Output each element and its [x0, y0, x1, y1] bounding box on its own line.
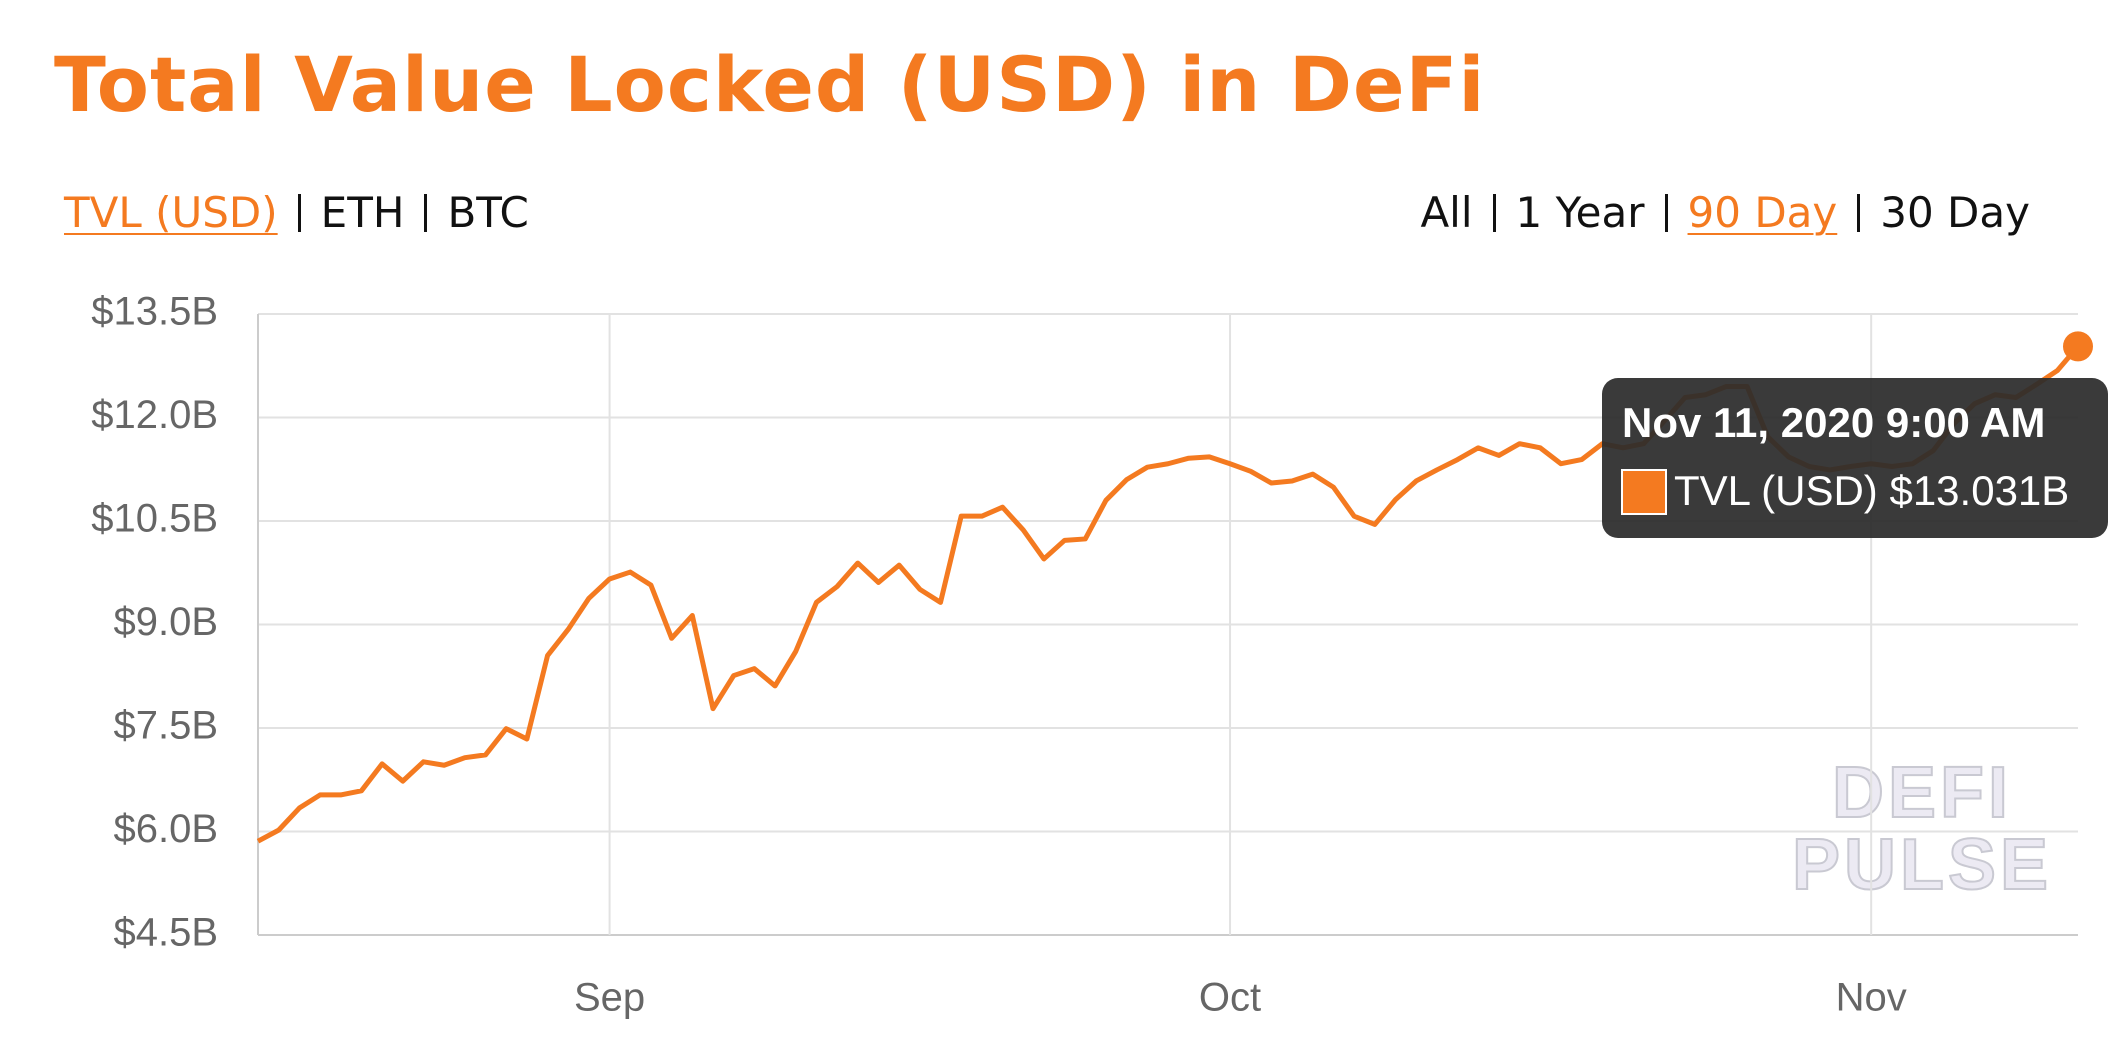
unit-tab[interactable]: ETH [320, 188, 405, 237]
range-tabs: All 1 Year 90 Day 30 Day [1420, 188, 2030, 237]
y-tick-label: $6.0B [113, 807, 218, 851]
tooltip-swatch [1621, 469, 1667, 515]
chart-title: Total Value Locked (USD) in DeFi [54, 40, 1486, 129]
x-tick-label: Sep [574, 976, 645, 1020]
separator [424, 193, 428, 232]
tooltip-number: $13.031B [1889, 467, 2069, 514]
y-tick-label: $4.5B [113, 911, 218, 955]
unit-tab[interactable]: BTC [447, 188, 529, 237]
tooltip-title: Nov 11, 2020 9:00 AM [1622, 399, 2045, 446]
range-tab[interactable]: 1 Year [1515, 188, 1645, 237]
tooltip-value: TVL (USD) $13.031B [1674, 467, 2069, 514]
y-tick-label: $13.5B [91, 290, 218, 334]
range-tab[interactable]: All [1420, 188, 1473, 237]
tooltip-space [1878, 467, 1890, 514]
tooltip-series: TVL (USD) [1674, 467, 1878, 514]
y-tick-label: $9.0B [113, 600, 218, 644]
separator [1492, 193, 1496, 232]
separator [1857, 193, 1861, 232]
y-tick-label: $7.5B [113, 704, 218, 748]
x-tick-label: Nov [1836, 976, 1907, 1020]
tooltip: Nov 11, 2020 9:00 AM TVL (USD) $13.031B [1602, 378, 2108, 538]
watermark: DEFI [1832, 753, 2012, 833]
x-tick-label: Oct [1199, 976, 1261, 1020]
unit-tabs: TVL (USD) ETH BTC [64, 188, 529, 237]
y-tick-label: $10.5B [91, 497, 218, 541]
hover-point [2063, 331, 2093, 362]
tooltip-box [1602, 378, 2108, 538]
separator [1664, 193, 1668, 232]
y-tick-label: $12.0B [91, 393, 218, 437]
watermark: PULSE [1792, 825, 2052, 905]
range-tab[interactable]: 30 Day [1880, 188, 2030, 237]
range-tab[interactable]: 90 Day [1687, 188, 1838, 237]
unit-tab[interactable]: TVL (USD) [64, 188, 278, 237]
separator [297, 193, 301, 232]
